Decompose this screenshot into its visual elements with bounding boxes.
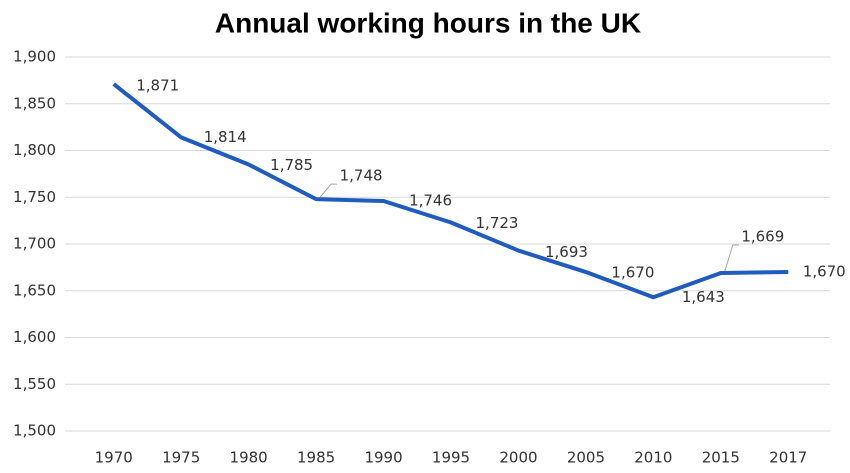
- data-label: 1,669: [741, 227, 784, 245]
- x-tick-label: 1980: [230, 449, 268, 467]
- x-tick-label: 1970: [95, 449, 133, 467]
- y-tick-label: 1,700: [13, 235, 56, 253]
- y-tick-label: 1,900: [13, 48, 56, 66]
- leader-line: [319, 183, 338, 198]
- data-line: [112, 82, 789, 300]
- y-tick-label: 1,550: [13, 375, 56, 393]
- y-tick-label: 1,600: [13, 328, 56, 346]
- y-tick-label: 1,850: [13, 94, 56, 112]
- leader-line: [724, 244, 739, 272]
- data-label: 1,746: [409, 191, 452, 209]
- data-label: 1,814: [204, 128, 247, 146]
- data-label: 1,785: [270, 156, 313, 174]
- data-label: 1,643: [682, 288, 725, 306]
- chart-title: Annual working hours in the UK: [215, 7, 641, 38]
- data-label: 1,871: [136, 77, 179, 95]
- data-label: 1,693: [545, 243, 588, 261]
- y-tick-label: 1,800: [13, 141, 56, 159]
- x-tick-label: 1985: [297, 449, 335, 467]
- x-tick-label: 2005: [567, 449, 605, 467]
- data-label: 1,723: [476, 214, 519, 232]
- x-tick-label: 2017: [769, 449, 807, 467]
- data-label: 1,670: [611, 264, 654, 282]
- y-tick-label: 1,500: [13, 422, 56, 440]
- x-tick-label: 2015: [702, 449, 740, 467]
- data-label: 1,748: [340, 167, 383, 185]
- x-tick-label: 2010: [634, 449, 672, 467]
- y-tick-label: 1,750: [13, 188, 56, 206]
- x-tick-label: 1990: [364, 449, 402, 467]
- x-tick-label: 1995: [432, 449, 470, 467]
- data-label: 1,670: [803, 263, 846, 281]
- x-tick-label: 1975: [162, 449, 200, 467]
- x-tick-label: 2000: [499, 449, 537, 467]
- y-tick-label: 1,650: [13, 281, 56, 299]
